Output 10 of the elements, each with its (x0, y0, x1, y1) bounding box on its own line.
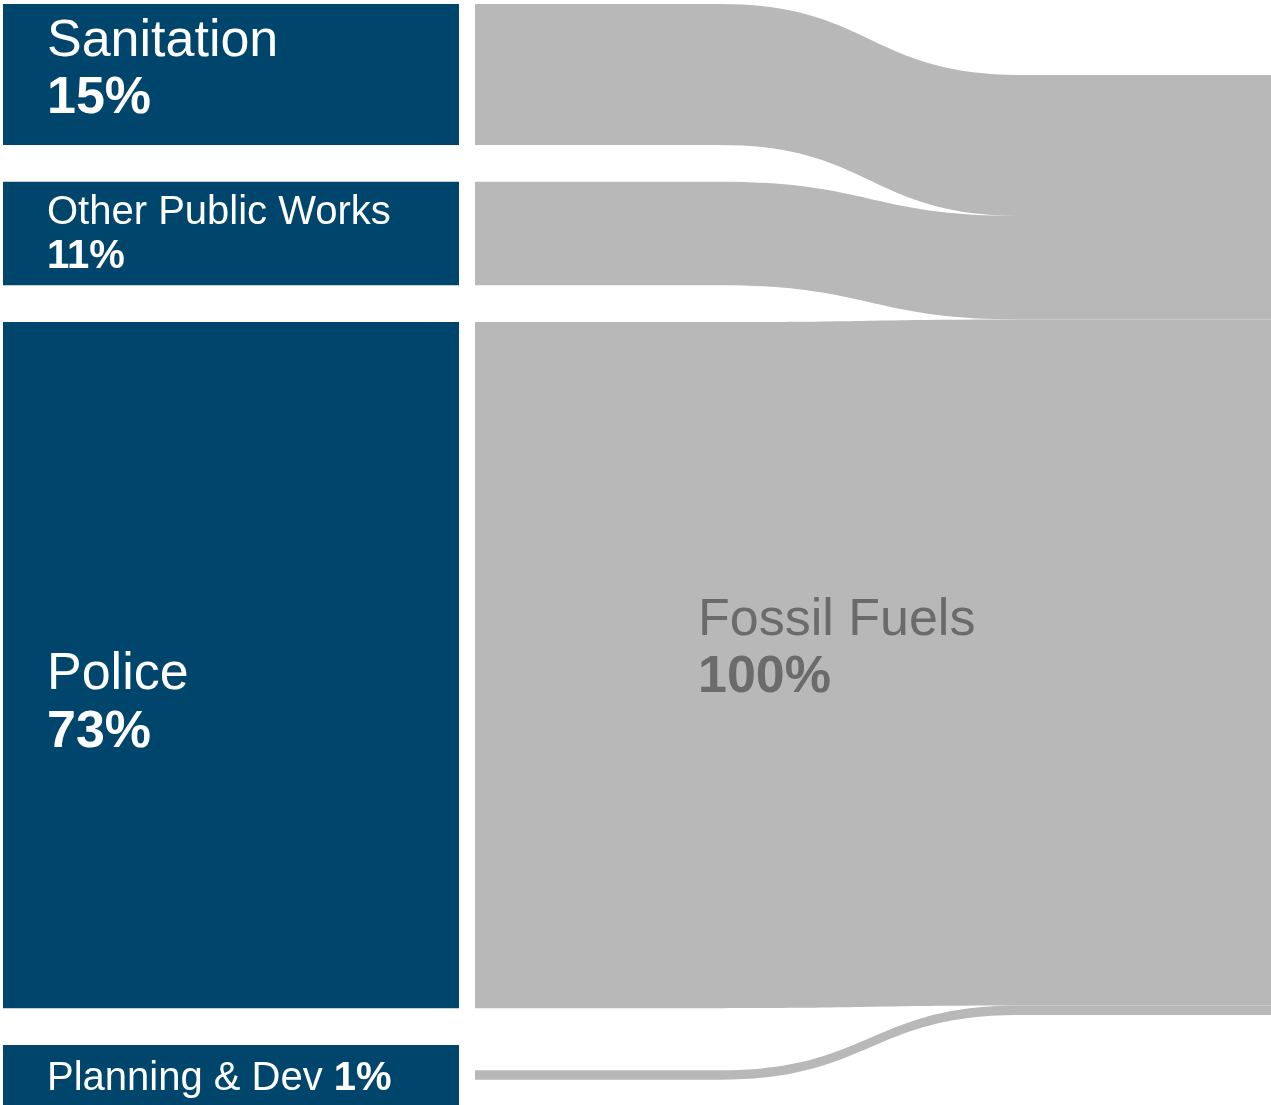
category-label: Other Public Works (47, 187, 391, 232)
category-label: Sanitation (47, 9, 279, 68)
data-label: 15% (47, 66, 152, 125)
data-label: 1% (333, 1054, 392, 1098)
text: 100% (698, 645, 831, 703)
category-label: Planning & Dev (47, 1054, 334, 1098)
data-label: 11% (47, 231, 125, 276)
category-label: Police (47, 642, 189, 701)
text: Fossil Fuels (698, 588, 976, 646)
data-label: 73% (47, 699, 152, 758)
